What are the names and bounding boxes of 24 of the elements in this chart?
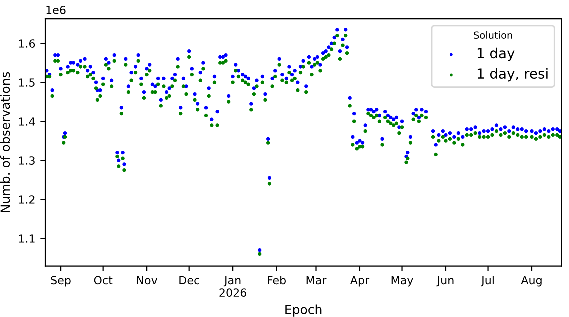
- x-axis-title: Epoch: [286, 304, 322, 317]
- y-tick-label: 1.4: [19, 118, 36, 126]
- x-tick-label: Nov: [137, 276, 158, 285]
- x-tick-label: Jul: [481, 276, 494, 287]
- x-tick-label: Oct: [94, 276, 113, 285]
- x-tick-label: Mar: [306, 276, 327, 285]
- legend-label: 1 day, resi: [478, 68, 548, 82]
- y-tick-label: 1.1: [19, 234, 35, 243]
- x-tick-label: Dec: [180, 276, 200, 285]
- legend-title: Solution: [474, 32, 512, 40]
- x-tick-label: Apr: [350, 276, 370, 287]
- y-tick-label: 1.5: [19, 78, 35, 87]
- y-tick-label: 1.3: [19, 156, 35, 165]
- y-tick-label: 1.2: [19, 196, 35, 204]
- x-tick-label: May: [392, 276, 414, 287]
- y-tick-label: 1.6: [19, 40, 36, 48]
- x-tick-label: Jun: [436, 276, 454, 287]
- x-tick-label: Feb: [268, 276, 286, 285]
- y-axis-title: Numb. of observations: [0, 72, 10, 212]
- x-tick-label: Jan 2026: [220, 276, 246, 298]
- text: 1e6: [46, 6, 66, 14]
- x-tick-label: Aug: [521, 276, 542, 287]
- legend-label: 1 day: [478, 48, 515, 62]
- x-tick-label: Sep: [51, 276, 71, 287]
